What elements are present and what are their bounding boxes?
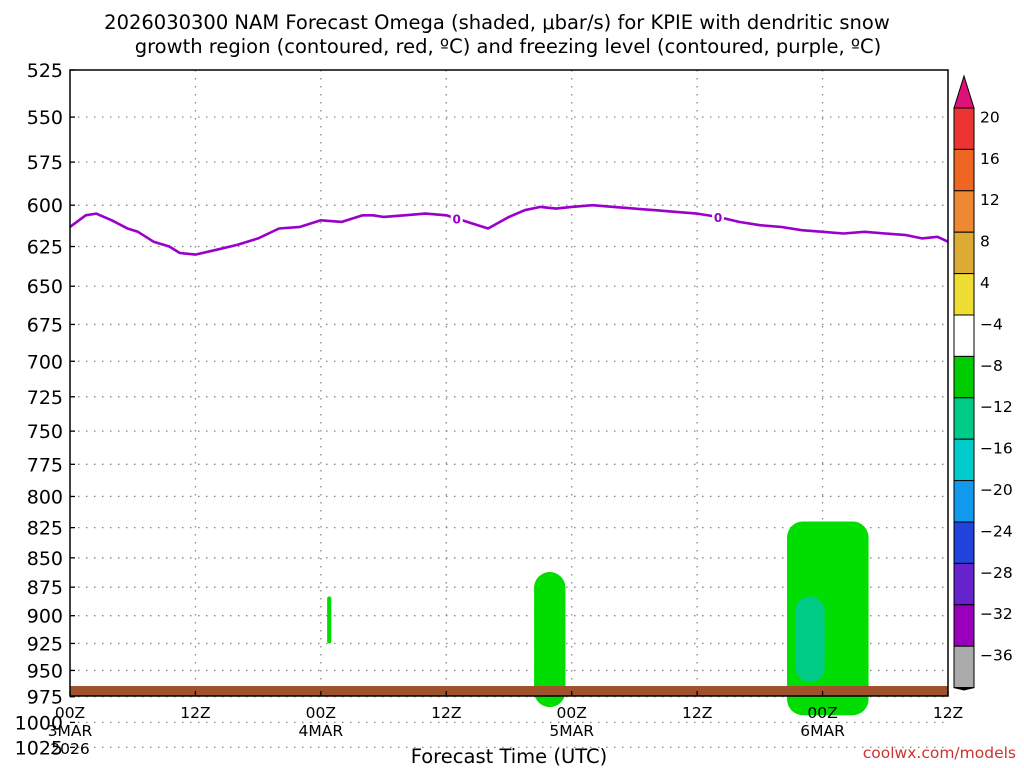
chart-title-line1: 2026030300 NAM Forecast Omega (shaded, μ… [104,11,890,34]
omega-colorbar: 20 16 12 8 4 −4 −8 −12 −16 −20 −24 −28 −32 −36 [953,74,1013,691]
y-tick-label: 725 [27,387,63,409]
x-tick-label: 6MAR [800,722,845,740]
omega-area-hour-71-core [795,596,825,683]
colorbar-label: 12 [980,191,1000,209]
freezing-level-label-bg [712,208,725,224]
freezing-level-line [69,203,949,256]
colorbar-bin [953,355,975,399]
y-tick-label: 600 [27,195,63,217]
grid-lines [70,70,948,749]
colorbar-label: 16 [980,150,1000,168]
y-tick-label: 975 [27,687,63,709]
x-tick-label: 2026 [50,740,89,758]
colorbar-label: 20 [980,108,1000,126]
watermark: coolwx.com/models [863,744,1016,762]
colorbar-bin [953,190,975,233]
colorbar-label: −8 [980,357,1003,375]
x-tick-label: 12Z [933,704,963,722]
y-tick-label: 1000 [15,712,63,734]
terrain-band [70,686,948,696]
x-tick-label: 00Z [557,704,587,722]
x-tick-label: 12Z [682,704,712,722]
y-tick-label: 825 [27,518,63,540]
y-axis: 525 550 575 600 625 650 675 700 725 750 775 800 825 8… [15,60,75,759]
colorbar-bin [953,314,975,357]
y-tick-label: 675 [27,314,63,336]
colorbar-bin [953,480,975,523]
x-tick-label: 00Z [807,704,837,722]
chart-title-line2: growth region (contoured, red, ºC) and f… [135,35,882,58]
x-tick-label: 12Z [431,704,461,722]
x-tick-label: 00Z [306,704,336,722]
freezing-level-label: 0 [714,211,722,225]
colorbar-bin [953,397,975,440]
colorbar-bin [953,687,975,691]
colorbar-label: −32 [980,605,1013,623]
y-tick-label: 700 [27,351,63,373]
colorbar-label: −12 [980,398,1013,416]
y-tick-label: 850 [27,548,63,570]
omega-area-hour-24-thin-band [327,596,332,644]
omega-shading [327,521,869,716]
y-tick-label: 750 [27,421,63,443]
colorbar-label: −4 [980,315,1003,333]
y-tick-label: 650 [27,276,63,298]
y-tick-label: 525 [27,60,63,82]
colorbar-label: −28 [980,564,1013,582]
y-tick-label: 900 [27,606,63,628]
omega-area-hour-45-column [534,572,566,708]
x-tick-label: 4MAR [299,722,344,740]
colorbar-bin [953,562,975,606]
colorbar-label: −24 [980,522,1013,540]
y-tick-label: 775 [27,454,63,476]
x-tick-label: 3MAR [48,722,93,740]
colorbar-bin [953,604,975,647]
y-tick-label: 800 [27,486,63,508]
x-tick-label: 5MAR [549,722,594,740]
y-tick-label: 875 [27,577,63,599]
colorbar-label: 8 [980,233,990,251]
y-tick-label: 625 [27,237,63,259]
y-tick-label: 575 [27,152,63,174]
plot-frame [69,69,949,697]
colorbar-label: 4 [980,274,990,292]
colorbar-label: −36 [980,647,1013,665]
colorbar-bin [953,148,975,192]
colorbar-bin [953,74,975,109]
colorbar-label: −16 [980,440,1013,458]
y-tick-label: 925 [27,633,63,655]
y-tick-label: 950 [27,660,63,682]
x-axis-title: Forecast Time (UTC) [411,745,608,768]
x-tick-label: 12Z [180,704,210,722]
colorbar-bin [953,438,975,482]
colorbar-label: −20 [980,481,1013,499]
colorbar-bin [953,645,975,689]
y-tick-label: 1025 [15,737,63,759]
colorbar-bin [953,273,975,316]
x-tick-label: 00Z [55,704,85,722]
freezing-level-label: 0 [453,213,461,227]
freezing-level-label-bg [450,210,463,226]
colorbar-bin [953,107,975,150]
colorbar-bin [953,231,975,275]
y-tick-label: 550 [27,107,63,129]
colorbar-bin [953,521,975,564]
